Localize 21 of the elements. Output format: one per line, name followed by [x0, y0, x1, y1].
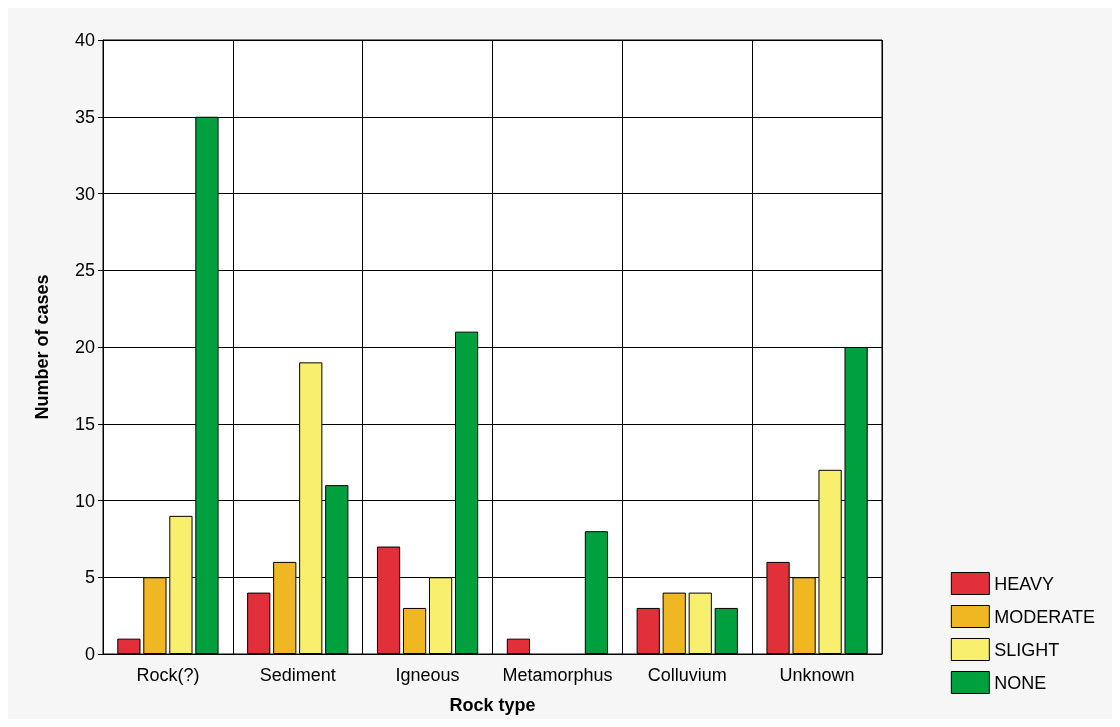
x-tick-label: Colluvium — [647, 665, 727, 685]
y-tick-label: 25 — [74, 260, 95, 281]
y-tick-label: 0 — [84, 644, 95, 664]
x-axis-title: Rock type — [449, 695, 536, 715]
y-tick-label: 5 — [84, 567, 95, 588]
legend-label: NONE — [994, 672, 1047, 693]
legend-label: MODERATE — [994, 606, 1095, 627]
y-tick-label: 35 — [74, 106, 95, 127]
legend-label: HEAVY — [994, 573, 1055, 594]
legend-label: SLIGHT — [994, 639, 1060, 660]
y-tick-label: 15 — [74, 413, 95, 434]
y-tick-label: 10 — [74, 490, 95, 511]
x-tick-label: Sediment — [259, 665, 336, 685]
y-tick-label: 30 — [74, 183, 95, 204]
x-tick-label: Rock(?) — [136, 665, 200, 685]
y-tick-label: 20 — [74, 337, 95, 357]
y-axis-title: Number of cases — [32, 274, 52, 420]
x-tick-label: Metamorphus — [502, 665, 613, 685]
x-tick-label: Unknown — [779, 665, 855, 685]
x-tick-label: Igneous — [395, 665, 460, 685]
y-tick-label: 40 — [74, 30, 95, 50]
